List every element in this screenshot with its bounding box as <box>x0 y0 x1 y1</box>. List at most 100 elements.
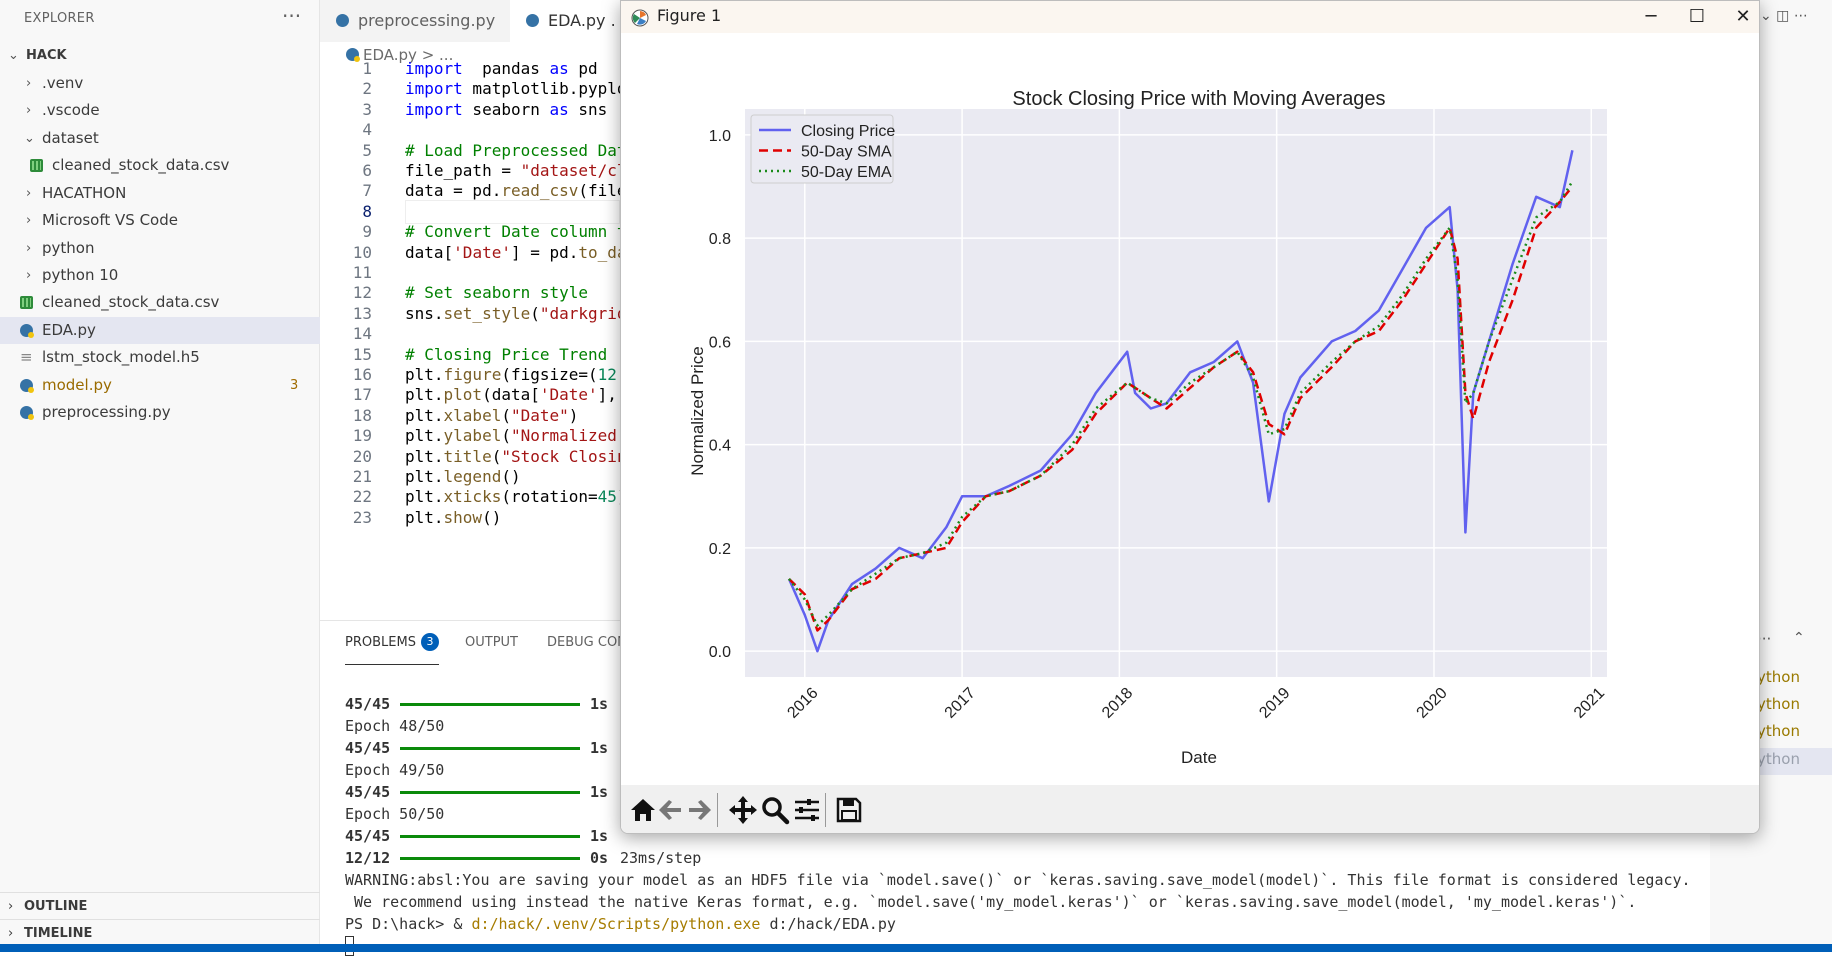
save-icon[interactable] <box>833 794 865 826</box>
chevron-up-icon[interactable]: ⌃ <box>1793 630 1805 646</box>
legend-label: Closing Price <box>801 123 895 140</box>
tree-item-label: preprocessing.py <box>42 403 171 421</box>
close-button[interactable]: ✕ <box>1735 6 1751 27</box>
terminal-line: 12/12 0s 23ms/step <box>345 849 702 867</box>
x-tick-label: 2016 <box>784 685 821 722</box>
tab-eda[interactable]: EDA.py . <box>510 0 620 42</box>
csv-file-icon <box>20 296 33 309</box>
timeline-label: TIMELINE <box>24 926 93 941</box>
tab-debug-console[interactable]: DEBUG CON <box>547 635 627 650</box>
tab-output[interactable]: OUTPUT <box>465 635 518 650</box>
code-line[interactable]: 2 import matplotlib.pyplot <box>320 77 636 101</box>
terminal-list-item[interactable]: ython <box>1757 722 1800 740</box>
figure-canvas[interactable]: Stock Closing Price with Moving Averages… <box>621 33 1760 785</box>
tree-item-eda[interactable]: EDA.py <box>0 317 320 344</box>
tree-item-csv[interactable]: cleaned_stock_data.csv <box>0 289 320 316</box>
maximize-button[interactable]: ☐ <box>1688 6 1706 27</box>
line-number: 14 <box>352 324 372 344</box>
code-line[interactable]: 8 <box>320 199 620 224</box>
terminal-line: Epoch 50/50 <box>345 805 445 823</box>
code-line[interactable]: 3 import seaborn as sns <box>320 98 620 122</box>
tree-item-label: cleaned_stock_data.csv <box>52 156 230 174</box>
matplotlib-logo-icon <box>631 9 649 27</box>
split-editor-icon[interactable]: ⌄ ◫ ⋯ <box>1760 8 1808 24</box>
chevron-right-icon: › <box>26 241 32 256</box>
forward-arrow-icon[interactable] <box>683 794 715 826</box>
code-line[interactable]: 18 plt.xlabel("Date") <box>320 404 620 428</box>
breadcrumb[interactable]: EDA.py > ... <box>346 46 453 64</box>
tree-item-dataset[interactable]: ⌄ dataset <box>0 125 320 152</box>
legend-box <box>750 114 894 184</box>
line-number: 1 <box>362 59 372 78</box>
terminal-list-item-selected[interactable] <box>1757 748 1832 775</box>
code-line[interactable]: 1 import pandas as pd <box>320 57 620 81</box>
chevron-right-icon: › <box>26 76 32 91</box>
code-line[interactable]: 23 plt.show() <box>320 506 620 530</box>
tab-label: preprocessing.py <box>358 11 496 30</box>
tree-item-python10[interactable]: › python 10 <box>0 262 320 289</box>
pan-icon[interactable] <box>727 794 759 826</box>
tree-item-vscode[interactable]: › .vscode <box>0 97 320 124</box>
line-number: 15 <box>352 344 372 364</box>
chevron-right-icon: › <box>8 926 14 941</box>
line-number: 22 <box>352 487 372 507</box>
code-line[interactable]: 4 <box>320 118 620 142</box>
more-actions-icon[interactable]: ··· <box>282 4 302 28</box>
python-file-icon <box>346 48 360 62</box>
line-number: 8 <box>362 201 372 221</box>
home-icon[interactable] <box>627 794 659 826</box>
terminal-list-item[interactable]: ython <box>1757 668 1800 686</box>
more-actions-icon[interactable]: ··· <box>1757 630 1772 648</box>
terminal-line: 45/45 1s <box>345 783 609 801</box>
tab-preprocessing[interactable]: preprocessing.py <box>320 0 510 42</box>
terminal-list-item[interactable]: ython <box>1757 695 1800 713</box>
code-editor[interactable]: EDA.py > ... 1 import pandas as pd 2 import… <box>320 42 704 620</box>
workspace-root-label: HACK <box>26 48 67 63</box>
code-text: # Convert Date column to <box>405 222 637 242</box>
tree-item-dataset-csv[interactable]: cleaned_stock_data.csv <box>0 152 320 179</box>
tree-item-label: EDA.py <box>42 321 96 339</box>
tree-item-ms-vscode[interactable]: › Microsoft VS Code <box>0 207 320 234</box>
tree-item-label: python 10 <box>42 266 119 284</box>
terminal-list-item[interactable]: ython <box>1757 750 1800 768</box>
x-axis-label: Date <box>1181 748 1217 767</box>
chevron-right-icon: › <box>26 213 32 228</box>
code-line[interactable]: 22 plt.xticks(rotation=45) <box>320 485 627 509</box>
tree-item-model[interactable]: model.py 3 <box>0 372 320 399</box>
tree-item-preprocessing[interactable]: preprocessing.py <box>0 399 320 426</box>
code-line[interactable]: 14 <box>320 322 620 346</box>
tree-item-venv[interactable]: › .venv <box>0 70 320 97</box>
window-titlebar[interactable]: Figure 1 ─ ☐ ✕ <box>621 1 1759 33</box>
code-text: import pandas as pd <box>405 59 598 78</box>
back-arrow-icon[interactable] <box>655 794 687 826</box>
tree-item-h5[interactable]: ≡ lstm_stock_model.h5 <box>0 344 320 371</box>
code-line[interactable]: 12 # Set seaborn style <box>320 281 620 305</box>
timeline-section[interactable]: › TIMELINE <box>0 919 320 946</box>
configure-subplots-icon[interactable] <box>791 794 823 826</box>
tab-label: EDA.py . <box>548 11 616 30</box>
outline-section[interactable]: › OUTLINE <box>0 892 320 919</box>
python-file-icon <box>526 14 539 27</box>
tree-item-hacathon[interactable]: › HACATHON <box>0 180 320 207</box>
y-tick-label: 0.2 <box>709 541 731 558</box>
y-tick-label: 0.0 <box>709 644 731 661</box>
terminal-line: Epoch 48/50 <box>345 717 445 735</box>
tab-problems[interactable]: PROBLEMS 3 <box>345 621 439 665</box>
terminal-warning: We recommend using instead the native Ke… <box>345 893 1637 911</box>
code-line[interactable]: 11 <box>320 261 620 285</box>
line-number: 12 <box>352 283 372 303</box>
tree-item-python[interactable]: › python <box>0 235 320 262</box>
code-text: plt.xlabel("Date") <box>405 405 579 425</box>
y-tick-label: 0.8 <box>709 231 731 248</box>
breadcrumb-text: EDA.py > ... <box>363 46 454 64</box>
tree-item-label: dataset <box>42 129 99 147</box>
zoom-icon[interactable] <box>759 794 791 826</box>
editor-tabs: preprocessing.py EDA.py . <box>320 0 620 42</box>
terminal-list: ··· ⌃ ython ython ython ython <box>1757 0 1832 944</box>
problem-count-badge: 3 <box>290 378 299 393</box>
code-line[interactable]: 21 plt.legend() <box>320 465 620 489</box>
matplotlib-figure-window: Figure 1 ─ ☐ ✕ Stock Closing Price with … <box>620 0 1760 834</box>
code-line[interactable]: 9 # Convert Date column to <box>320 220 636 244</box>
workspace-root[interactable]: ⌄ HACK <box>0 42 320 69</box>
minimize-button[interactable]: ─ <box>1645 6 1657 27</box>
